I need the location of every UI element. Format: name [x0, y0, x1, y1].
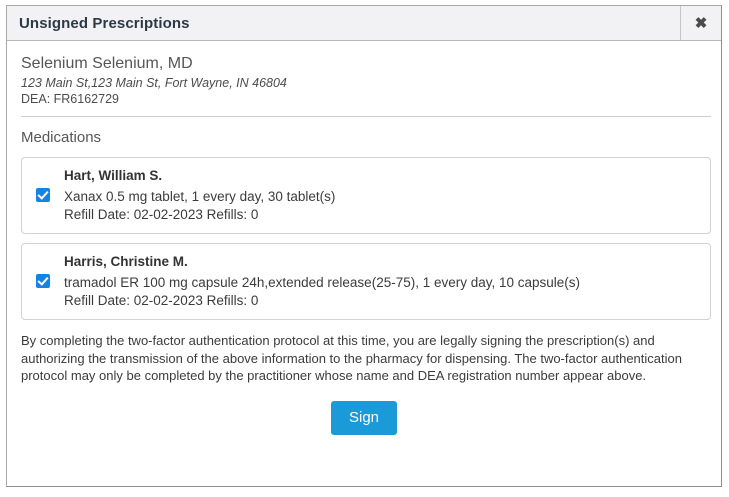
prescriber-address: 123 Main St,123 Main St, Fort Wayne, IN … — [21, 76, 287, 90]
unsigned-prescriptions-dialog: Unsigned Prescriptions ✖ Selenium Seleni… — [6, 5, 722, 487]
patient-name: Hart, William S. — [64, 168, 163, 183]
medication-checkbox[interactable] — [36, 274, 50, 288]
medication-details: Harris, Christine M. tramadol ER 100 mg … — [64, 252, 700, 310]
sign-button[interactable]: Sign — [330, 400, 398, 435]
medication-card[interactable]: Harris, Christine M. tramadol ER 100 mg … — [21, 243, 711, 320]
medications-heading: Medications — [21, 129, 102, 146]
dialog-body: Selenium Selenium, MD 123 Main St,123 Ma… — [7, 41, 721, 486]
close-icon: ✖ — [694, 14, 708, 32]
medication-refill: Refill Date: 02-02-2023 Refills: 0 — [64, 207, 259, 222]
medication-details: Hart, William S. Xanax 0.5 mg tablet, 1 … — [64, 166, 700, 224]
legal-disclaimer: By completing the two-factor authenticat… — [21, 333, 682, 383]
medication-refill: Refill Date: 02-02-2023 Refills: 0 — [64, 293, 259, 308]
dialog-title: Unsigned Prescriptions — [19, 14, 190, 32]
prescriber-dea: DEA: FR6162729 — [21, 92, 119, 106]
section-divider — [21, 116, 711, 117]
medication-card[interactable]: Hart, William S. Xanax 0.5 mg tablet, 1 … — [21, 157, 711, 234]
dialog-footer: Sign — [15, 385, 713, 435]
close-button[interactable]: ✖ — [680, 6, 721, 40]
medications-list: Hart, William S. Xanax 0.5 mg tablet, 1 … — [15, 157, 713, 320]
medication-checkbox[interactable] — [36, 188, 50, 202]
dialog-titlebar: Unsigned Prescriptions ✖ — [7, 6, 721, 41]
medication-description: Xanax 0.5 mg tablet, 1 every day, 30 tab… — [64, 189, 336, 204]
medication-description: tramadol ER 100 mg capsule 24h,extended … — [64, 275, 581, 290]
patient-name: Harris, Christine M. — [64, 254, 188, 269]
prescriber-info: Selenium Selenium, MD 123 Main St,123 Ma… — [15, 41, 713, 107]
prescriber-name: Selenium Selenium, MD — [21, 55, 193, 72]
